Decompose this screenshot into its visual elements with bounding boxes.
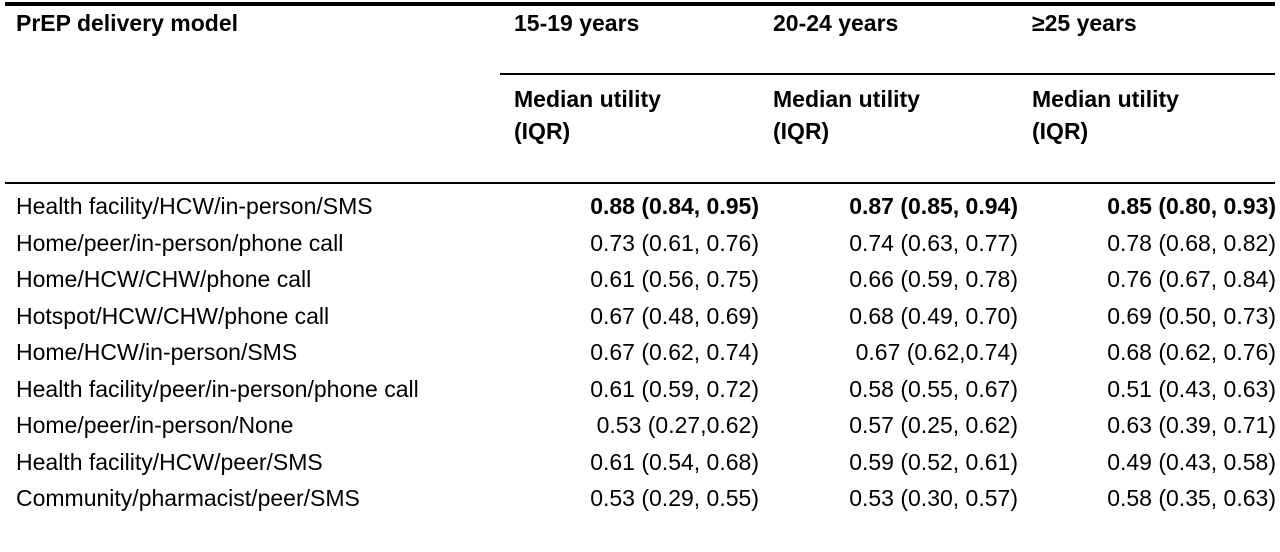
table-row: Home/peer/in-person/phone call 0.73 (0.6… xyxy=(5,225,1280,262)
row-value-15-19: 0.53 (0.27,0.62) xyxy=(596,412,759,438)
row-value-25-plus: 0.58 (0.35, 0.63) xyxy=(1107,485,1276,511)
row-model: Home/peer/in-person/None xyxy=(16,412,294,438)
row-value-20-24: 0.67 (0.62,0.74) xyxy=(855,339,1018,365)
row-model: Home/HCW/CHW/phone call xyxy=(16,266,312,292)
subheader-line2: (IQR) xyxy=(514,118,571,144)
utility-table: Health facility/HCW/in-person/SMS 0.88 (… xyxy=(5,188,1280,517)
table-row: Hotspot/HCW/CHW/phone call 0.67 (0.48, 0… xyxy=(5,298,1280,335)
row-value-20-24: 0.87 (0.85, 0.94) xyxy=(849,193,1018,219)
subheader-line2: (IQR) xyxy=(1032,118,1089,144)
row-value-20-24: 0.57 (0.25, 0.62) xyxy=(849,412,1018,438)
table-row: Home/HCW/in-person/SMS 0.67 (0.62, 0.74)… xyxy=(5,334,1280,371)
row-value-25-plus: 0.78 (0.68, 0.82) xyxy=(1107,229,1276,256)
table-row: Health facility/peer/in-person/phone cal… xyxy=(5,371,1280,408)
table-row: Health facility/HCW/in-person/SMS 0.88 (… xyxy=(5,188,1280,225)
row-value-25-plus: 0.76 (0.67, 0.84) xyxy=(1107,266,1276,292)
row-value-15-19: 0.61 (0.56, 0.75) xyxy=(590,266,759,292)
row-model-text: Health facility/peer/in-person/phone cal… xyxy=(16,375,419,402)
header-group-25-plus: ≥25 years xyxy=(1032,10,1137,36)
subheader-line1: Median utility xyxy=(773,86,920,112)
row-value-25-plus: 0.49 (0.43, 0.58) xyxy=(1107,448,1276,475)
top-rule xyxy=(5,2,1275,6)
subheader-line2: (IQR) xyxy=(773,118,830,144)
row-value-20-24: 0.53 (0.30, 0.57) xyxy=(849,485,1018,511)
row-model: Home/HCW/in-person/SMS xyxy=(16,339,298,365)
header-model: PrEP delivery model xyxy=(16,10,239,36)
row-model: Health facility/HCW/peer/SMS xyxy=(16,448,323,475)
table-row: Home/peer/in-person/None 0.53 (0.27,0.62… xyxy=(5,407,1280,444)
subheader-20-24: Median utility (IQR) xyxy=(773,83,1013,147)
row-value-15-19: 0.61 (0.54, 0.68) xyxy=(590,448,759,475)
group-rule xyxy=(500,73,1275,75)
row-value-15-19: 0.61 (0.59, 0.72) xyxy=(590,375,759,402)
subheader-line1: Median utility xyxy=(514,86,661,112)
row-value-15-19: 0.53 (0.29, 0.55) xyxy=(590,485,759,511)
subheader-15-19: Median utility (IQR) xyxy=(514,83,754,147)
row-value-25-plus: 0.69 (0.50, 0.73) xyxy=(1107,302,1276,329)
row-model: Home/peer/in-person/phone call xyxy=(16,229,344,256)
row-value-25-plus: 0.51 (0.43, 0.63) xyxy=(1107,375,1276,402)
subheader-line1: Median utility xyxy=(1032,86,1179,112)
subheader-25-plus: Median utility (IQR) xyxy=(1032,83,1272,147)
header-group-15-19: 15-19 years xyxy=(514,10,640,36)
table-row: Community/pharmacist/peer/SMS 0.53 (0.29… xyxy=(5,480,1280,517)
row-value-20-24: 0.74 (0.63, 0.77) xyxy=(849,229,1018,256)
row-value-20-24: 0.68 (0.49, 0.70) xyxy=(849,302,1018,329)
row-value-25-plus: 0.68 (0.62, 0.76) xyxy=(1107,339,1276,365)
table-row: Health facility/HCW/peer/SMS 0.61 (0.54,… xyxy=(5,444,1280,481)
row-value-20-24: 0.59 (0.52, 0.61) xyxy=(849,448,1018,475)
row-value-15-19: 0.67 (0.48, 0.69) xyxy=(590,302,759,329)
row-model: Health facility/HCW/in-person/SMS xyxy=(16,193,373,219)
row-value-25-plus: 0.85 (0.80, 0.93) xyxy=(1107,193,1276,219)
row-value-15-19: 0.88 (0.84, 0.95) xyxy=(590,193,759,219)
header-rule xyxy=(5,182,1275,184)
row-model: Community/pharmacist/peer/SMS xyxy=(16,485,360,511)
row-value-15-19: 0.67 (0.62, 0.74) xyxy=(590,339,759,365)
row-model: Hotspot/HCW/CHW/phone call xyxy=(16,302,330,329)
table-row: Home/HCW/CHW/phone call 0.61 (0.56, 0.75… xyxy=(5,261,1280,298)
row-value-20-24: 0.58 (0.55, 0.67) xyxy=(849,375,1018,402)
header-group-20-24: 20-24 years xyxy=(773,10,899,36)
row-value-15-19: 0.73 (0.61, 0.76) xyxy=(590,229,759,256)
row-value-20-24: 0.66 (0.59, 0.78) xyxy=(849,266,1018,292)
row-model: Health facility/peer/in-person/phone cal… xyxy=(5,371,506,408)
row-value-25-plus: 0.63 (0.39, 0.71) xyxy=(1107,412,1276,438)
